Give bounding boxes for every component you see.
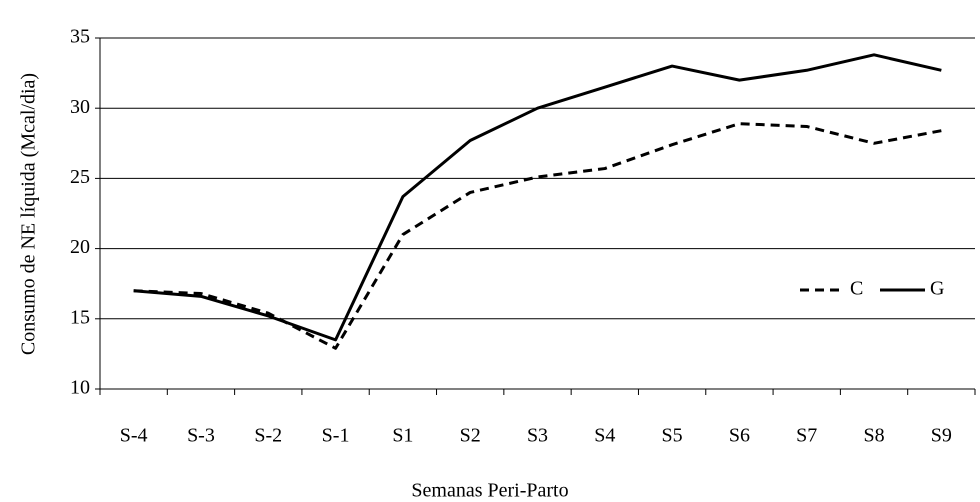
y-tick-label: 10 xyxy=(70,377,90,399)
legend-label: C xyxy=(850,278,863,300)
x-tick-label: S3 xyxy=(527,425,548,447)
y-tick-label: 35 xyxy=(70,26,90,48)
series-line xyxy=(133,122,942,350)
x-tick-label: S4 xyxy=(594,425,615,447)
y-tick-label: 15 xyxy=(70,306,90,328)
x-tick-label: S7 xyxy=(796,425,817,447)
x-tick-label: S-4 xyxy=(120,425,148,447)
x-tick-label: S5 xyxy=(662,425,683,447)
x-tick-label: S2 xyxy=(460,425,481,447)
x-tick-label: S-1 xyxy=(322,425,350,447)
x-axis-title: Semanas Peri-Parto xyxy=(411,480,568,502)
y-tick-label: 25 xyxy=(70,166,90,188)
x-tick-label: S9 xyxy=(931,425,952,447)
y-tick-label: 30 xyxy=(70,96,90,118)
y-axis-title: Consumo de NE líquida (Mcal/dia) xyxy=(18,73,40,355)
x-tick-label: S1 xyxy=(392,425,413,447)
legend-label: G xyxy=(930,278,944,300)
y-tick-label: 20 xyxy=(70,236,90,258)
x-tick-label: S6 xyxy=(729,425,750,447)
series-line xyxy=(133,53,942,342)
x-tick-label: S8 xyxy=(863,425,884,447)
x-tick-label: S-2 xyxy=(254,425,282,447)
x-tick-label: S-3 xyxy=(187,425,215,447)
